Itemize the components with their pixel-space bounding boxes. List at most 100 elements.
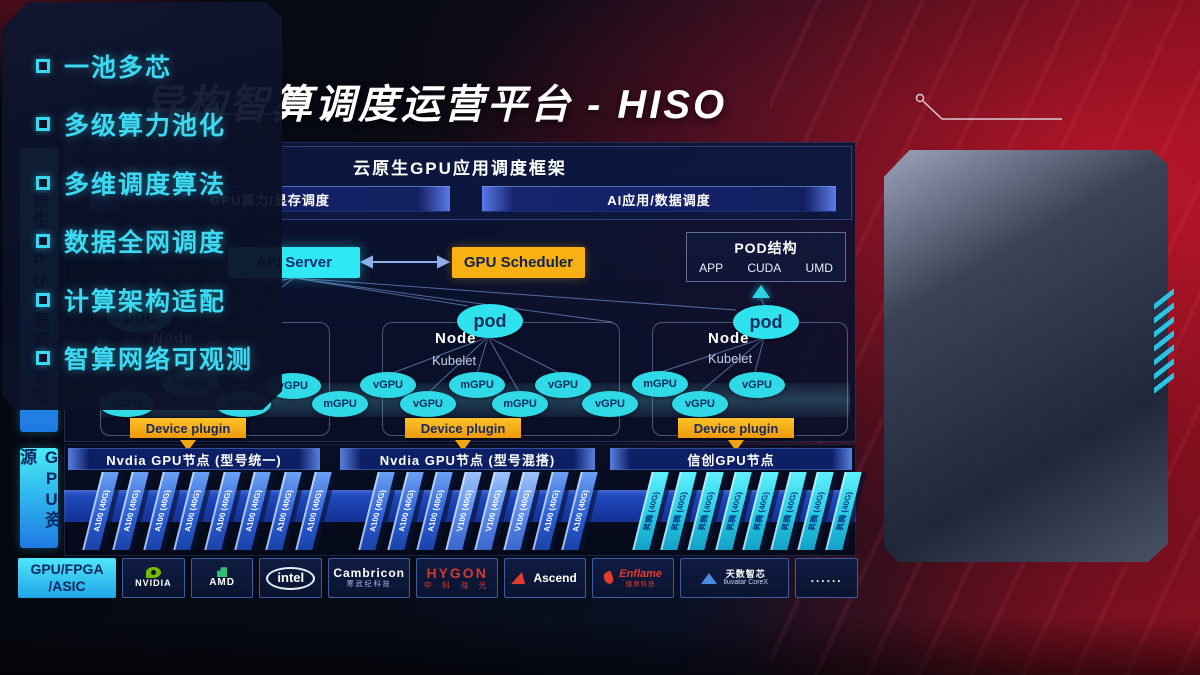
checkbox-icon xyxy=(36,117,50,132)
gpu-card-group-2: A100 (40G) A100 (40G) A100 (40G) V100 (4… xyxy=(358,472,598,550)
feature-item-5: 计算架构适配 xyxy=(36,282,266,318)
device-plugin-2: Device plugin xyxy=(405,418,521,438)
gpu-ellipse: mGPU xyxy=(449,372,505,398)
checkbox-icon xyxy=(36,292,50,307)
bottom-vignette xyxy=(0,617,1200,675)
feature-text-6: 智算网络可观测 xyxy=(64,345,254,374)
vendor-enflame: Enflame 燧原科技 xyxy=(592,558,675,598)
cambricon-wordmark: Cambricon xyxy=(333,566,405,581)
down-arrow-icon xyxy=(728,440,744,451)
gpu-card: A100 (40G) xyxy=(173,472,210,550)
amd-wordmark: AMD xyxy=(209,577,235,589)
pod-item-cuda: CUDA xyxy=(747,261,782,275)
feature-text-2: 多级算力池化 xyxy=(64,112,227,141)
hardware-types-line1: GPU/FPGA xyxy=(30,561,104,578)
kubelet-label-2: Kubelet xyxy=(432,353,477,368)
pod-ellipse-2: pod xyxy=(457,304,523,338)
hardware-types-label: GPU/FPGA /ASIC xyxy=(18,558,116,598)
gpu-card-group-3: 昇腾 (40G) 昇腾 (40G) 昇腾 (40G) 昇腾 (40G) 昇腾 (… xyxy=(632,472,862,550)
checkbox-icon xyxy=(36,350,50,365)
hardware-types-line2: /ASIC xyxy=(48,578,86,594)
feature-text-3: 多维调度算法 xyxy=(64,170,227,199)
gpu-ellipse: vGPU xyxy=(672,391,728,417)
sidebar-gpu-label: GPU资源 xyxy=(17,448,61,548)
pod-item-app: APP xyxy=(699,261,724,275)
feature-item-1: 一池多芯 xyxy=(36,48,266,84)
ascend-wordmark: Ascend xyxy=(533,571,577,585)
checkbox-icon xyxy=(36,59,50,73)
gpu-scheduler-box: GPU Scheduler xyxy=(452,247,585,278)
more-vendors-dots: ...... xyxy=(810,571,843,585)
enflame-wordmark: Enflame xyxy=(619,567,663,580)
iluvatar-logo-icon xyxy=(701,572,718,584)
gpu-ellipse: vGPU xyxy=(535,372,591,398)
amd-logo-icon xyxy=(217,567,228,578)
gpu-ellipse: vGPU xyxy=(360,372,416,398)
gpu-card: A100 (40G) xyxy=(203,472,241,550)
intel-logo-icon: intel xyxy=(266,566,316,590)
gpu-ellipse: vGPU xyxy=(400,391,456,417)
gpu-card: A100 (40G) xyxy=(264,472,302,550)
checkbox-icon xyxy=(36,175,50,190)
feature-text-1: 一池多芯 xyxy=(64,54,173,82)
vendor-more: ...... xyxy=(795,558,859,598)
pod-structure-items: APP CUDA UMD xyxy=(687,261,845,275)
gpu-node-header-uniform: Nvdia GPU节点 (型号统一) xyxy=(68,448,320,470)
gpu-node-header-mixed: Nvdia GPU节点 (型号混搭) xyxy=(340,448,595,470)
device-plugin-1: Device plugin xyxy=(130,418,246,438)
feature-text-5: 计算架构适配 xyxy=(64,287,227,316)
gpu-ellipse: mGPU xyxy=(312,391,368,417)
feature-item-2: 多级算力池化 xyxy=(36,106,266,142)
gpu-ellipse: mGPU xyxy=(632,371,688,397)
gpu-card: A100 (40G) xyxy=(112,472,150,550)
kubelet-label-3: Kubelet xyxy=(708,351,753,366)
nvidia-logo-icon xyxy=(145,567,161,579)
down-arrow-icon xyxy=(455,440,471,451)
gpu-node-header-xinchuang: 信创GPU节点 xyxy=(610,448,852,470)
feature-item-6: 智算网络可观测 xyxy=(36,340,266,376)
pod-ellipse-3: pod xyxy=(733,305,799,339)
iluvatar-chinese-name: 天数智芯 xyxy=(725,568,766,579)
vendor-nvidia: NVIDIA xyxy=(122,558,185,598)
vendor-cambricon: Cambricon 寒武纪科技 xyxy=(328,558,411,598)
feature-item-4: 数据全网调度 xyxy=(36,223,266,259)
feature-text-4: 数据全网调度 xyxy=(64,229,227,258)
gpu-card: A100 (40G) xyxy=(143,472,180,550)
ai-app-data-scheduling-bar: AI应用/数据调度 xyxy=(482,186,836,212)
gpu-ellipse: vGPU xyxy=(582,391,638,417)
gpu-card: A100 (40G) xyxy=(234,472,271,550)
vendor-hygon: HYGON 中 科 海 光 xyxy=(416,558,499,598)
nvidia-wordmark: NVIDIA xyxy=(135,578,172,589)
vendor-iluvatar: 天数智芯 Iluvatar CoreX xyxy=(680,558,790,598)
vendor-amd: AMD xyxy=(190,558,254,598)
hygon-chinese-name: 中 科 海 光 xyxy=(423,581,491,591)
enflame-chinese-name: 燧原科技 xyxy=(625,580,656,588)
node-label-2: Node xyxy=(435,330,477,347)
ascend-logo-icon xyxy=(511,572,530,584)
pod-link-arrow-icon xyxy=(752,285,770,298)
vendor-logo-row: NVIDIA AMD intel Cambricon 寒武纪科技 HYGON 中… xyxy=(122,558,859,598)
device-plugin-3: Device plugin xyxy=(678,418,794,438)
gpu-card-group-1: A100 (40G) A100 (40G) A100 (40G) A100 (4… xyxy=(82,472,332,550)
feature-item-3: 多维调度算法 xyxy=(36,165,266,201)
sidebar-gpu-text: GPU资源 xyxy=(17,448,61,530)
hash-marks-decoration xyxy=(1154,288,1174,396)
pod-item-umd: UMD xyxy=(805,261,833,275)
down-arrow-icon xyxy=(180,440,196,451)
pod-structure-title: POD结构 xyxy=(734,240,798,256)
feature-panel-border xyxy=(884,150,1168,562)
checkbox-icon xyxy=(36,234,50,249)
iluvatar-wordmark: Iluvatar CoreX xyxy=(723,579,769,587)
pod-structure-box: POD结构 APP CUDA UMD xyxy=(686,232,846,282)
vendor-intel: intel xyxy=(259,558,323,598)
cambricon-chinese-name: 寒武纪科技 xyxy=(346,580,392,588)
hygon-wordmark: HYGON xyxy=(426,565,488,582)
vendor-ascend: Ascend xyxy=(504,558,587,598)
framework-heading: 云原生GPU应用调度框架 xyxy=(353,159,567,178)
node-label-3: Node xyxy=(708,330,750,347)
feature-panel: 一池多芯 多级算力池化 多维调度算法 数据全网调度 计算架构适配 智算网络可观测 xyxy=(2,2,282,410)
gpu-ellipse: mGPU xyxy=(492,391,548,417)
gpu-ellipse: vGPU xyxy=(729,372,785,398)
enflame-logo-icon xyxy=(602,570,616,586)
